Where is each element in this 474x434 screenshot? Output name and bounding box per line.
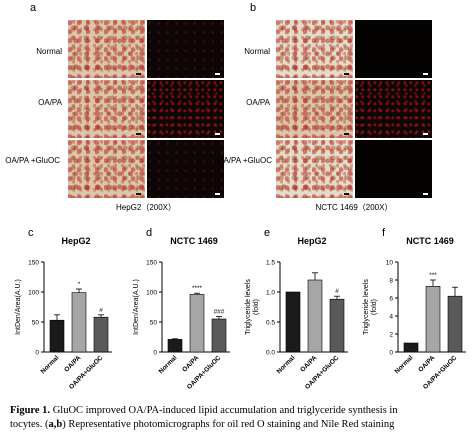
chart-bar [285, 291, 301, 353]
chart-c: c HepG2 IntDen/Area(A.U.) 0 50 100 150 Normal * O… [15, 227, 112, 391]
chart-bar [403, 342, 419, 353]
chart-bar [49, 319, 65, 353]
chart-significance-label: **** [192, 285, 203, 292]
nctc-oapa-oil-red-image [276, 80, 353, 138]
nctc-oapa-gluoc-nile-red-image [355, 140, 432, 198]
chart-ytick-label: 10 [386, 260, 394, 267]
chart-ytick-label: 100 [28, 290, 39, 297]
chart-bar [211, 318, 227, 353]
chart-bar [189, 294, 205, 353]
hepg2-oapa-gluoc-nile-red-image [147, 140, 224, 198]
panel-a-row-normal: Normal [36, 47, 62, 56]
chart-bar [93, 316, 109, 353]
hepg2-normal-nile-red-image [147, 20, 224, 78]
chart-ytick-label: 0 [35, 350, 39, 357]
chart-ytick-label: 0.5 [266, 320, 275, 327]
chart-ytick-label: 1.0 [266, 290, 275, 297]
chart-ytick-label: 4 [389, 314, 393, 321]
chart-ytick-label: 50 [150, 320, 158, 327]
hepg2-oapa-gluoc-oil-red-image [68, 140, 145, 198]
hepg2-oapa-oil-red-image [68, 80, 145, 138]
chart-significance-label: * [78, 281, 81, 288]
chart-ylabel: IntDen/Area(A.U.) [133, 279, 140, 335]
caption-line2-rest: ) Representative photomicrographs for oi… [62, 419, 395, 430]
nctc-oapa-gluoc-oil-red-image [276, 140, 353, 198]
chart-ylabel-unit: (fold) [371, 299, 378, 315]
chart-category-label: OA/PA [181, 354, 200, 373]
chart-category-label: OA/PA [63, 354, 82, 373]
panel-b-caption: NCTC 1469（200X） [315, 203, 393, 212]
caption-label: Figure 1. [10, 405, 51, 416]
chart-significance-label: # [335, 288, 339, 295]
chart-ylabel: IntDen/Area(A.U.) [15, 279, 22, 335]
chart-letter: d [146, 227, 152, 239]
chart-ylabel: Triglyceride levels [245, 279, 252, 335]
panel-b-row-oapa-gluoc: OA/PA +GluOC [217, 156, 272, 165]
chart-category-label: OA/PA [417, 354, 436, 373]
chart-ytick-label: 50 [32, 320, 40, 327]
chart-d: d NCTC 1469 IntDen/Area(A.U.) 0 50 100 150 Norm… [133, 227, 230, 391]
panel-a-letter: a [30, 2, 37, 14]
chart-letter: f [382, 227, 386, 239]
caption-line2-bold: a,b [48, 419, 63, 430]
chart-ytick-label: 8 [389, 278, 393, 285]
panel-b-row-oapa: OA/PA [246, 98, 270, 107]
nctc-normal-nile-red-image [355, 20, 432, 78]
chart-bar [167, 339, 183, 353]
chart-ylabel-unit: (fold) [253, 299, 260, 315]
chart-significance-label: *** [429, 272, 437, 279]
hepg2-normal-oil-red-image [68, 20, 145, 78]
chart-ytick-label: 0 [153, 350, 157, 357]
chart-ylabel: Triglyceride levels [363, 279, 370, 335]
chart-bar [307, 279, 323, 353]
panel-b-row-normal: Normal [244, 47, 270, 56]
chart-title: NCTC 1469 [170, 236, 218, 246]
chart-significance-label: # [99, 307, 103, 314]
chart-bar [71, 292, 87, 353]
chart-bar [447, 295, 463, 353]
chart-ytick-label: 100 [146, 290, 157, 297]
panel-a-row-oapa-gluoc: OA/PA +GluOC [5, 156, 60, 165]
hepg2-oapa-nile-red-image [147, 80, 224, 138]
chart-ytick-label: 150 [28, 260, 39, 267]
panel-b-letter: b [250, 2, 257, 14]
chart-title: HepG2 [61, 236, 90, 246]
caption-line1: GluOC improved OA/PA-induced lipid accum… [50, 405, 398, 416]
chart-category-label: Normal [276, 354, 297, 375]
chart-ytick-label: 1.5 [266, 260, 275, 267]
chart-category-label: Normal [394, 354, 415, 375]
panel-a-row-oapa: OA/PA [38, 98, 62, 107]
chart-significance-label: ### [214, 309, 225, 316]
chart-title: NCTC 1469 [406, 236, 454, 246]
chart-ytick-label: 6 [389, 296, 393, 303]
nctc-oapa-nile-red-image [355, 80, 432, 138]
chart-ytick-label: 150 [146, 260, 157, 267]
chart-letter: c [28, 227, 34, 239]
chart-e: e HepG2 Triglyceride levels (fold) 0.0 0.5 1.0… [245, 227, 348, 391]
chart-ytick-label: 2 [389, 332, 393, 339]
figure-caption: Figure 1. GluOC improved OA/PA-induced l… [10, 404, 474, 432]
chart-category-label: OA/PA [299, 354, 318, 373]
chart-category-label: Normal [158, 354, 179, 375]
chart-bar [425, 286, 441, 353]
panel-a-caption: HepG2（200X） [115, 203, 177, 212]
chart-ytick-label: 0 [389, 350, 393, 357]
chart-f: f NCTC 1469 Triglyceride levels (fold) 0 2 4 6 8… [363, 227, 466, 391]
chart-category-label: Normal [40, 354, 61, 375]
nctc-normal-oil-red-image [276, 20, 353, 78]
chart-bar [329, 298, 345, 353]
chart-ytick-label: 0.0 [266, 350, 275, 357]
chart-letter: e [264, 227, 270, 239]
caption-line2: tocytes. ( [10, 419, 49, 430]
chart-title: HepG2 [297, 236, 326, 246]
